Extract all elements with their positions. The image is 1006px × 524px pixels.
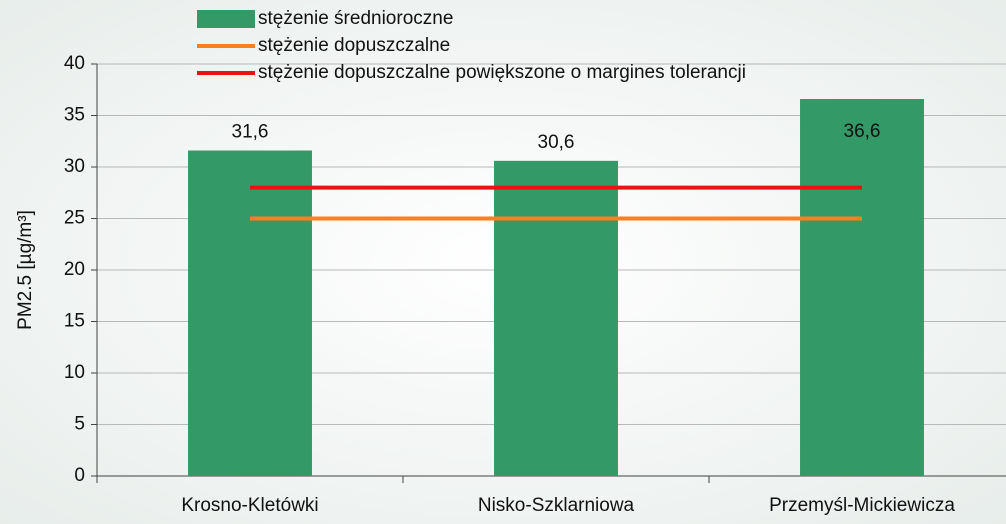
bar (800, 99, 924, 477)
y-tick-label: 5 (74, 414, 85, 435)
y-tick-label: 0 (74, 465, 85, 486)
data-label: 36,6 (844, 121, 881, 142)
legend-label: stężenie średnioroczne (258, 8, 453, 29)
bar (494, 160, 618, 476)
y-tick-label: 15 (64, 311, 85, 332)
y-tick-label: 40 (64, 53, 85, 74)
y-tick-label: 25 (64, 208, 85, 229)
y-tick-label: 35 (64, 105, 85, 126)
y-axis-label: PM2.5 [µg/m³] (15, 210, 36, 330)
y-tick-label: 30 (64, 156, 85, 177)
data-label: 30,6 (538, 132, 575, 153)
bar (188, 150, 312, 476)
legend-swatch (197, 10, 255, 28)
legend-label: stężenie dopuszczalne powiększone o marg… (258, 62, 746, 83)
y-tick-label: 10 (64, 362, 85, 383)
legend-label: stężenie dopuszczalne (258, 35, 450, 56)
data-label: 31,6 (232, 122, 269, 143)
x-tick-label: Nisko-Szklarniowa (478, 495, 635, 516)
x-tick-label: Przemyśl-Mickiewicza (769, 495, 955, 516)
x-tick-label: Krosno-Kletówki (181, 495, 318, 516)
y-tick-label: 20 (64, 259, 85, 280)
